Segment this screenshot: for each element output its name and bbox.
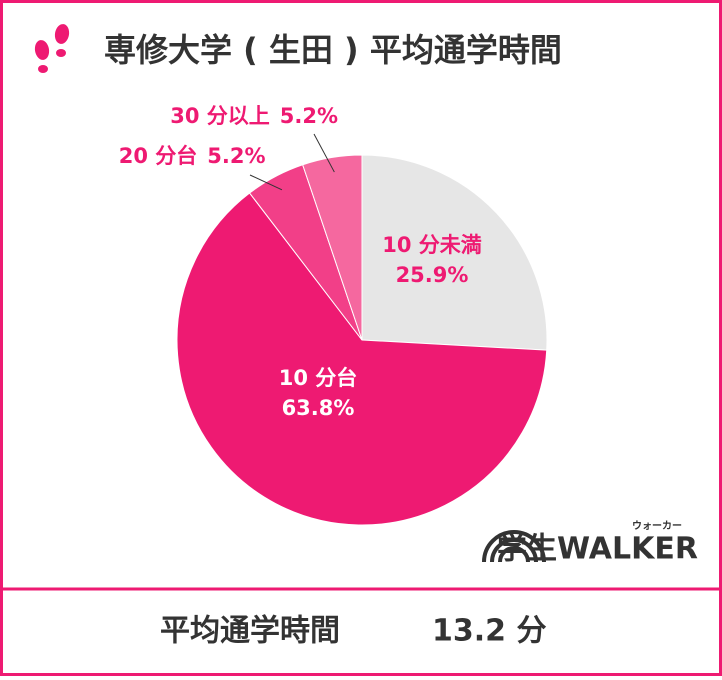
logo-text: 学生WALKER [497,532,698,567]
leader-line [249,174,283,191]
chart-title: 専修大学 ( 生田 ) 平均通学時間 [104,31,562,69]
footer-label: 平均通学時間 [160,614,340,649]
slice-value-label: 5.2% [280,104,338,128]
slice-category-label: 20 分台 [119,144,198,168]
slice-value-label: 5.2% [207,144,265,168]
pie-slice [361,154,548,351]
logo-ruby: ウォーカー [632,520,682,532]
slice-category-label: 10 分未満 [382,233,482,257]
slice-category-label: 10 分台 [279,366,358,390]
leader-line [313,133,335,173]
footprint-icon [34,24,70,73]
slice-category-label: 30 分以上 [170,104,270,128]
logo [482,530,546,563]
slice-value-label: 63.8% [282,396,355,420]
slice-value-label: 25.9% [396,263,469,287]
pie-slice [302,154,363,341]
footer-value: 13.2 分 [432,614,546,649]
pie-slice [176,192,548,526]
